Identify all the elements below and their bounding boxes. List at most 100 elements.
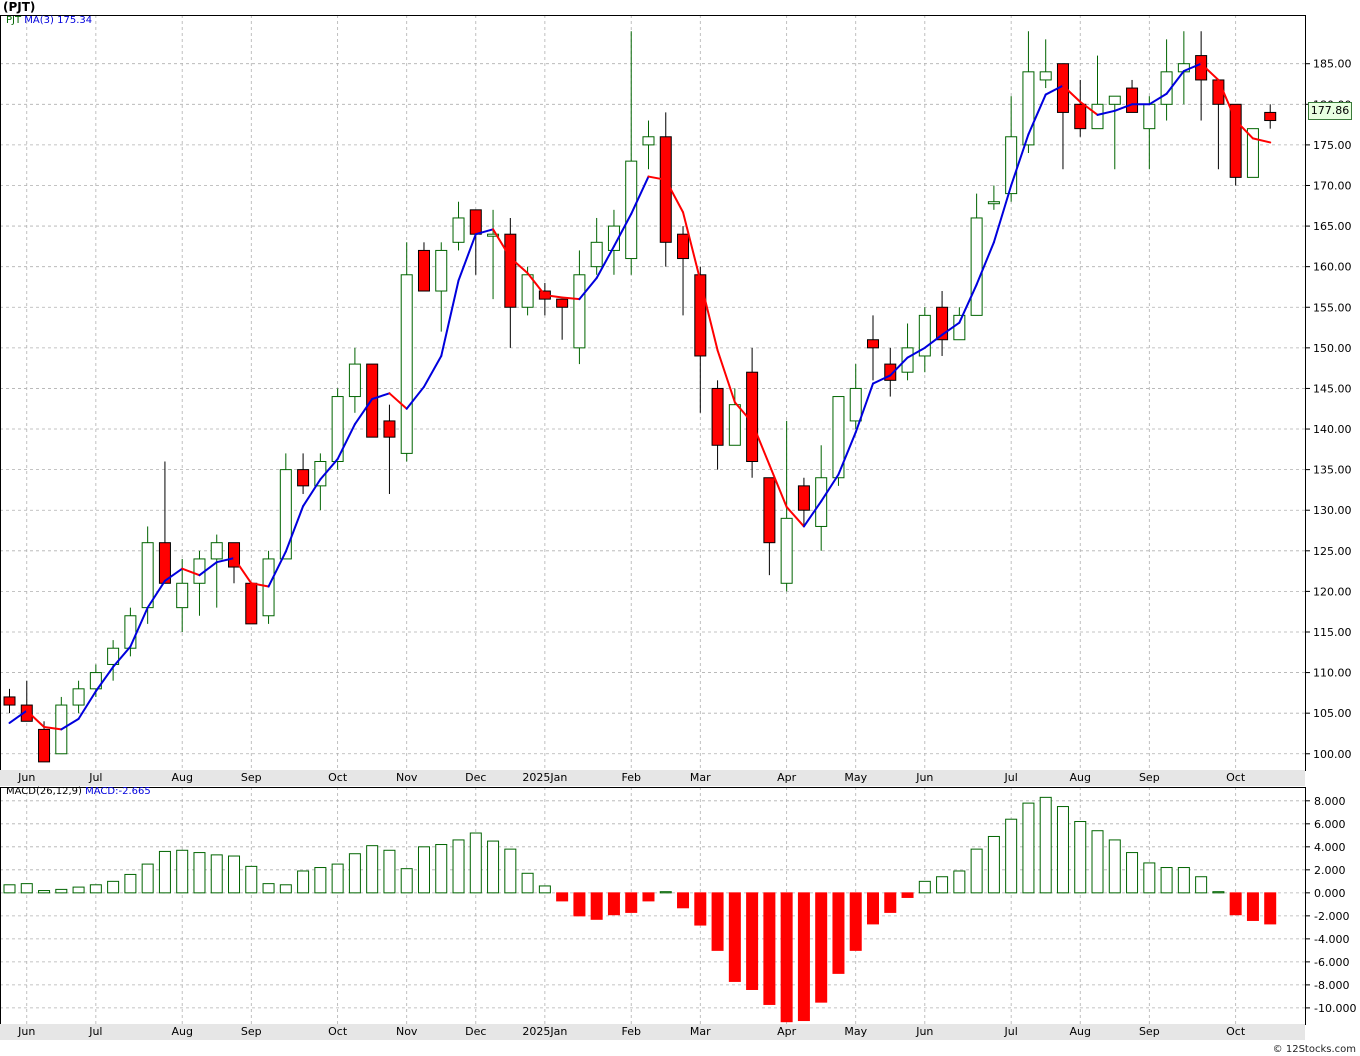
candle-body [228, 542, 241, 568]
macd-x-label: Aug [171, 1025, 192, 1038]
macd-x-label: Aug [1069, 1025, 1090, 1038]
ma-segment [422, 354, 443, 388]
candle [590, 217, 603, 275]
macd-bar [314, 867, 327, 894]
ma-segment [820, 473, 840, 503]
macd-bar [918, 880, 931, 894]
candle-body [936, 306, 949, 341]
candle-body [89, 672, 102, 690]
macd-x-label: Apr [777, 1025, 797, 1038]
macd-xaxis-band [0, 1024, 1305, 1040]
ma-segment [664, 178, 685, 214]
ma-segment [198, 561, 218, 577]
macd-bar [728, 892, 741, 982]
macd-x-label: Sep [241, 1025, 262, 1038]
candle-body [331, 396, 344, 463]
price-tick-label: 105.00 [1313, 707, 1352, 720]
candle [884, 347, 897, 397]
price-tick-label: 120.00 [1313, 585, 1352, 598]
ma-segment [163, 567, 184, 582]
macd-bar [832, 892, 845, 974]
candle-body [210, 542, 223, 560]
candle [521, 266, 534, 316]
macd-tick-label: 8.000 [1314, 795, 1346, 808]
candle [297, 453, 310, 494]
ma-segment [578, 277, 598, 301]
macd-x-label: Mar [690, 1025, 711, 1038]
candle [573, 250, 586, 365]
footer-credit: © 12Stocks.com [1272, 1044, 1356, 1055]
candle-body [3, 696, 16, 706]
macd-bar [694, 892, 707, 926]
ma-segment [1096, 109, 1116, 116]
candle [435, 242, 448, 332]
candle [987, 185, 1000, 210]
candle-body [383, 420, 396, 438]
candle [314, 453, 327, 511]
ma-segment [1234, 119, 1254, 140]
price-tick-label: 185.00 [1313, 58, 1352, 71]
candle-body [728, 404, 741, 446]
candle-body [642, 136, 655, 146]
ma-segment [941, 321, 961, 336]
candle-body [141, 542, 154, 609]
macd-x-label: Oct [328, 1025, 348, 1038]
candle [1143, 96, 1156, 170]
candle [158, 461, 171, 584]
candle [176, 558, 189, 632]
macd-bar [953, 870, 966, 894]
candle-body [107, 647, 120, 665]
price-tick-label: 145.00 [1313, 382, 1352, 395]
macd-x-label: Oct [1226, 1025, 1246, 1038]
macd-bar [262, 883, 275, 894]
candle-body [625, 160, 638, 260]
ma-segment [181, 567, 201, 577]
ma-segment [492, 228, 512, 259]
macd-bar [1022, 802, 1035, 894]
candle [1074, 79, 1087, 137]
macd-bar [1091, 830, 1104, 894]
macd-bar [521, 872, 534, 894]
ma-segment [1148, 92, 1168, 106]
candle [711, 380, 724, 470]
macd-tick-label: -6.000 [1314, 956, 1349, 969]
candle [245, 582, 258, 625]
macd-panel-frame [0, 787, 1306, 1025]
candle [625, 31, 638, 275]
candle [124, 607, 137, 657]
candle-body [953, 314, 966, 341]
macd-bar [176, 849, 189, 894]
candle-body [245, 582, 258, 625]
ma-segment [60, 717, 80, 731]
macd-bar [469, 832, 482, 894]
macd-bar [124, 873, 137, 894]
macd-legend-label: MACD(26,12,9) [6, 786, 82, 797]
price-tick-label: 115.00 [1313, 626, 1352, 639]
candle-body [1264, 111, 1277, 122]
price-legend: PJT MA(3) 175.34 [6, 15, 92, 26]
ma-segment [1251, 137, 1272, 144]
macd-bar [590, 892, 603, 920]
candle-body [1108, 95, 1121, 105]
price-panel-frame [0, 15, 1306, 771]
macd-x-label: Jun [17, 1025, 35, 1038]
ma-segment [94, 665, 115, 693]
ma-segment [1182, 62, 1203, 73]
price-x-label: Sep [241, 771, 262, 784]
candle [20, 680, 33, 722]
macd-bar [780, 892, 793, 1023]
price-x-label: Oct [1226, 771, 1246, 784]
macd-bar [141, 863, 154, 894]
ma-segment [1061, 84, 1082, 103]
candle-body [20, 704, 33, 722]
price-xaxis-band [0, 770, 1305, 786]
macd-bar [89, 884, 102, 894]
ma-segment [906, 346, 926, 359]
ma-segment [319, 458, 339, 481]
ma-segment [25, 709, 46, 728]
ma-segment [1010, 133, 1030, 187]
price-tick-label: 175.00 [1313, 139, 1352, 152]
candle-body [1126, 87, 1139, 113]
macd-bar [279, 884, 292, 894]
macd-bar [452, 839, 465, 894]
